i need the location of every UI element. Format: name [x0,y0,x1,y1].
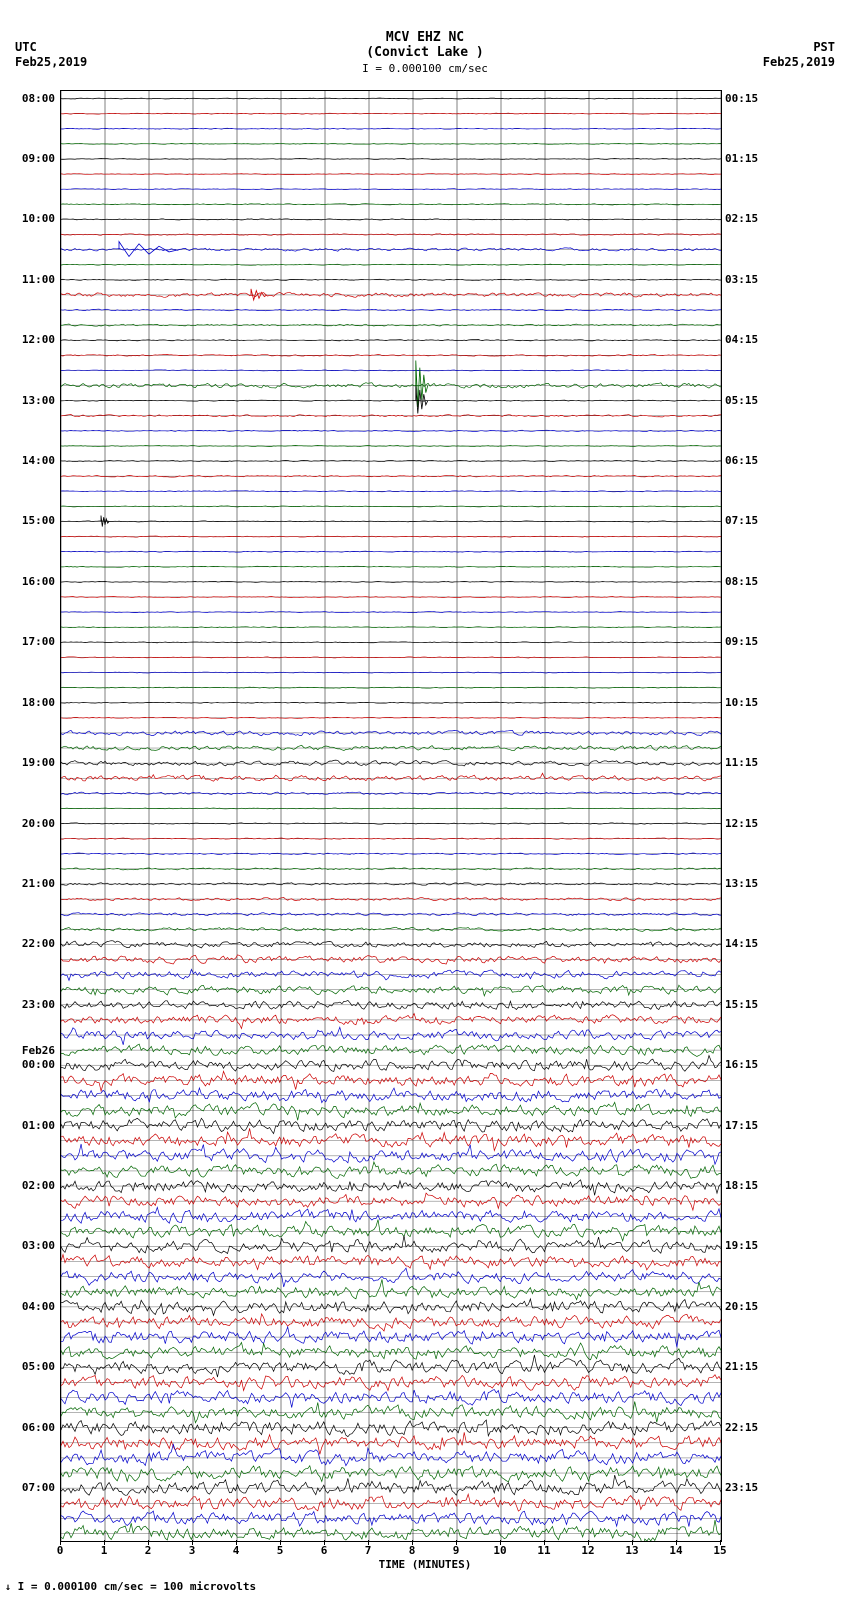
timezone-right: PST [813,40,835,54]
hour-label-left: 11:00 [10,273,55,286]
hour-label-left: 14:00 [10,454,55,467]
x-tick: 6 [314,1544,334,1557]
hour-label-left: 16:00 [10,575,55,588]
hour-label-right: 10:15 [725,696,758,709]
hour-label-left: 01:00 [10,1119,55,1132]
hour-label-left: 04:00 [10,1300,55,1313]
hour-label-right: 04:15 [725,333,758,346]
hour-label-right: 11:15 [725,756,758,769]
date-right: Feb25,2019 [763,55,835,69]
date-marker: Feb26 [10,1044,55,1057]
hour-label-left: 09:00 [10,152,55,165]
footer-scale: ↓ I = 0.000100 cm/sec = 100 microvolts [5,1580,256,1593]
x-tick: 2 [138,1544,158,1557]
hour-label-right: 20:15 [725,1300,758,1313]
hour-label-left: 08:00 [10,92,55,105]
hour-label-left: 02:00 [10,1179,55,1192]
x-tick: 14 [666,1544,686,1557]
hour-label-right: 12:15 [725,817,758,830]
hour-label-left: 03:00 [10,1239,55,1252]
x-tick: 8 [402,1544,422,1557]
scale-marker: I = 0.000100 cm/sec [0,62,850,75]
x-axis-label: TIME (MINUTES) [0,1558,850,1571]
hour-label-left: 06:00 [10,1421,55,1434]
x-tick: 1 [94,1544,114,1557]
hour-label-left: 22:00 [10,937,55,950]
hour-label-left: 13:00 [10,394,55,407]
timezone-left: UTC [15,40,37,54]
x-tick: 10 [490,1544,510,1557]
hour-label-left: 18:00 [10,696,55,709]
x-tick: 4 [226,1544,246,1557]
seismogram-svg [61,91,721,1541]
hour-label-left: 15:00 [10,514,55,527]
hour-label-right: 17:15 [725,1119,758,1132]
hour-label-right: 00:15 [725,92,758,105]
hour-label-right: 18:15 [725,1179,758,1192]
x-tick: 7 [358,1544,378,1557]
hour-label-right: 15:15 [725,998,758,1011]
hour-label-left: 07:00 [10,1481,55,1494]
hour-label-right: 23:15 [725,1481,758,1494]
x-tick: 11 [534,1544,554,1557]
date-left: Feb25,2019 [15,55,87,69]
hour-label-right: 01:15 [725,152,758,165]
hour-label-right: 02:15 [725,212,758,225]
hour-label-right: 14:15 [725,937,758,950]
hour-label-right: 22:15 [725,1421,758,1434]
hour-label-left: 23:00 [10,998,55,1011]
hour-label-left: 20:00 [10,817,55,830]
hour-label-left: 17:00 [10,635,55,648]
hour-label-right: 09:15 [725,635,758,648]
x-tick: 9 [446,1544,466,1557]
hour-label-left: 21:00 [10,877,55,890]
hour-label-right: 19:15 [725,1239,758,1252]
seismogram-container: MCV EHZ NC (Convict Lake ) I = 0.000100 … [0,0,850,1613]
hour-label-left: 10:00 [10,212,55,225]
hour-label-left: 00:00 [10,1058,55,1071]
hour-label-left: 05:00 [10,1360,55,1373]
hour-label-right: 16:15 [725,1058,758,1071]
hour-label-right: 21:15 [725,1360,758,1373]
x-tick: 5 [270,1544,290,1557]
hour-label-left: 19:00 [10,756,55,769]
x-tick: 12 [578,1544,598,1557]
seismogram-plot [60,90,722,1542]
x-tick: 15 [710,1544,730,1557]
hour-label-right: 03:15 [725,273,758,286]
hour-label-right: 13:15 [725,877,758,890]
x-tick: 13 [622,1544,642,1557]
hour-label-right: 08:15 [725,575,758,588]
x-tick: 0 [50,1544,70,1557]
hour-label-right: 05:15 [725,394,758,407]
station-subtitle: (Convict Lake ) [0,45,850,60]
hour-label-left: 12:00 [10,333,55,346]
hour-label-right: 06:15 [725,454,758,467]
hour-label-right: 07:15 [725,514,758,527]
x-tick: 3 [182,1544,202,1557]
station-title: MCV EHZ NC [0,30,850,45]
